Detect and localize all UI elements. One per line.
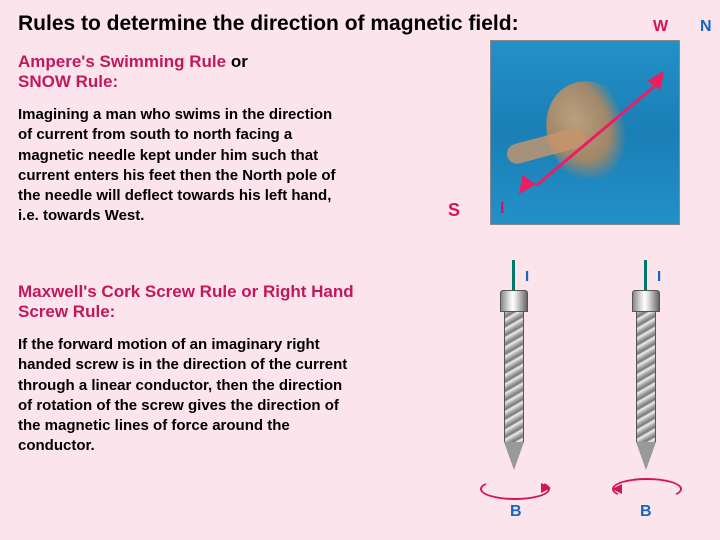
page-title: Rules to determine the direction of magn… bbox=[18, 12, 519, 36]
screw-tip bbox=[636, 442, 656, 470]
screw-illustration-1 bbox=[500, 290, 528, 480]
screw-head bbox=[500, 290, 528, 312]
label-south: S bbox=[448, 200, 460, 221]
screw-shaft bbox=[504, 312, 524, 442]
label-current-2: I bbox=[657, 268, 661, 285]
rule1-body: Imagining a man who swims in the directi… bbox=[18, 105, 348, 227]
rule2-body: If the forward motion of an imaginary ri… bbox=[18, 335, 348, 457]
label-west: W bbox=[653, 18, 668, 36]
label-current-swim: I bbox=[500, 200, 504, 218]
ring-arrowhead-1-icon bbox=[541, 483, 551, 493]
screw-head bbox=[632, 290, 660, 312]
rule1-heading: Ampere's Swimming Rule orSNOW Rule: bbox=[18, 52, 248, 92]
label-north: N bbox=[700, 18, 712, 36]
label-current-1: I bbox=[525, 268, 529, 285]
screw-illustration-2 bbox=[632, 290, 660, 480]
arrow-southwest-icon bbox=[512, 175, 535, 199]
label-field-1: B bbox=[510, 503, 522, 521]
swimmer-illustration bbox=[490, 40, 680, 225]
screw-shaft bbox=[636, 312, 656, 442]
ring-arrowhead-2-icon bbox=[612, 484, 622, 494]
label-field-2: B bbox=[640, 503, 652, 521]
field-ring-2-icon bbox=[612, 478, 682, 500]
rule2-heading: Maxwell's Cork Screw Rule or Right Hand … bbox=[18, 282, 358, 322]
field-ring-1-icon bbox=[480, 478, 550, 500]
screw-tip bbox=[504, 442, 524, 470]
